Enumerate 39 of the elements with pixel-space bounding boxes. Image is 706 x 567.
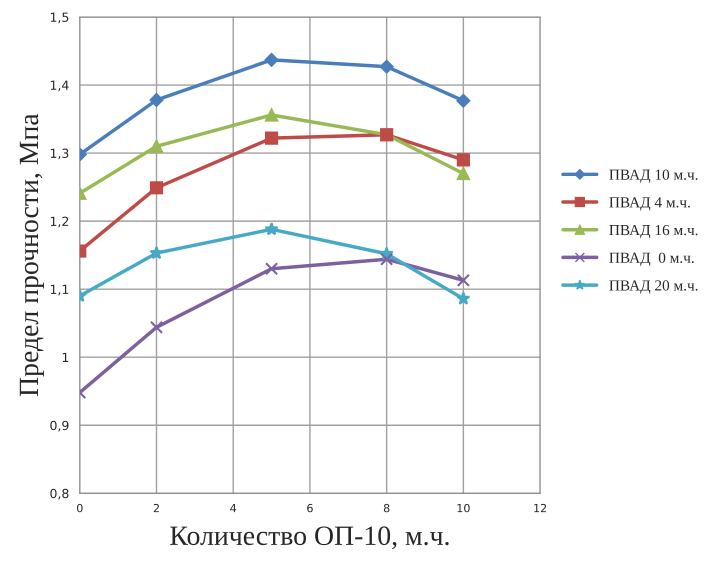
legend-label: ПВАД 4 м.ч.: [609, 197, 690, 211]
legend-label: ПВАД 0 м.ч.: [609, 252, 694, 266]
x-tick-label: 10: [458, 504, 470, 512]
point: [456, 153, 470, 166]
y-tick-label: 1,4: [50, 80, 69, 92]
point: [150, 140, 164, 153]
point: [456, 94, 470, 108]
point: [264, 262, 278, 276]
x-tick-label: 6: [307, 504, 313, 512]
point: [150, 181, 164, 194]
x-tick-label: 2: [154, 504, 159, 512]
y-tick-label: 1,2: [50, 216, 68, 228]
y-tick-label: 1,1: [50, 284, 68, 296]
x-tick-label: 12: [534, 504, 546, 512]
x-tick-label: 4: [230, 504, 236, 512]
y-tick-label: 1,3: [50, 148, 68, 160]
x-tick-label: 8: [384, 504, 390, 512]
x-tick-label: 0: [76, 504, 83, 512]
point: [150, 246, 164, 260]
y-tick-label: 0,9: [50, 420, 68, 432]
y-tick-label: 1: [62, 352, 68, 362]
point: [264, 132, 278, 145]
point: [264, 52, 279, 67]
point: [150, 93, 164, 107]
legend-label: ПВАД 16 м.ч.: [609, 224, 698, 238]
y-tick-label: 0,8: [50, 488, 69, 500]
point: [150, 320, 164, 334]
x-axis-title: Количество ОП-10, м.ч.: [170, 526, 449, 550]
point: [380, 252, 394, 266]
legend-label: ПВАД 10 м.ч.: [609, 170, 698, 183]
y-axis-title: Предел прочности, Мпа: [20, 114, 44, 396]
y-tick-label: 1,5: [50, 12, 68, 24]
point: [264, 108, 278, 122]
point: [456, 274, 470, 287]
point: [264, 222, 279, 236]
point: [456, 291, 470, 305]
point: [456, 166, 470, 180]
point: [380, 60, 394, 74]
legend-label: ПВАД 20 м.ч.: [609, 280, 698, 294]
